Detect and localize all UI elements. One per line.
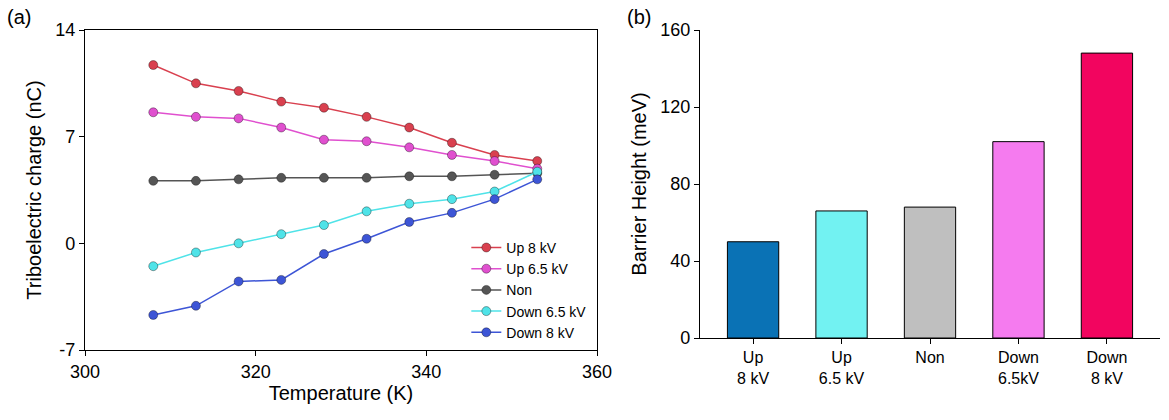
svg-text:80: 80 bbox=[670, 174, 690, 194]
svg-text:40: 40 bbox=[670, 251, 690, 271]
svg-text:120: 120 bbox=[660, 97, 690, 117]
svg-text:Temperature (K): Temperature (K) bbox=[269, 382, 414, 404]
svg-text:7: 7 bbox=[65, 127, 75, 147]
svg-text:0: 0 bbox=[65, 234, 75, 254]
svg-text:300: 300 bbox=[70, 362, 100, 382]
svg-text:Non: Non bbox=[506, 282, 532, 298]
svg-text:Down8 kV: Down8 kV bbox=[1086, 349, 1127, 387]
svg-text:Up 6.5 kV: Up 6.5 kV bbox=[506, 261, 568, 277]
svg-text:320: 320 bbox=[241, 362, 271, 382]
svg-text:(a): (a) bbox=[7, 6, 31, 28]
svg-text:Down 6.5 kV: Down 6.5 kV bbox=[506, 304, 586, 320]
svg-text:0: 0 bbox=[680, 328, 690, 348]
svg-text:(b): (b) bbox=[627, 6, 651, 28]
svg-text:340: 340 bbox=[411, 362, 441, 382]
svg-text:Up 8 kV: Up 8 kV bbox=[506, 240, 556, 256]
svg-text:160: 160 bbox=[660, 20, 690, 40]
svg-text:-7: -7 bbox=[59, 340, 75, 360]
svg-text:360: 360 bbox=[582, 362, 612, 382]
svg-text:Down6.5kV: Down6.5kV bbox=[998, 349, 1039, 387]
svg-text:Down 8 kV: Down 8 kV bbox=[506, 325, 574, 341]
svg-text:Barrier Height (meV): Barrier Height (meV) bbox=[628, 92, 650, 275]
svg-text:Up6.5 kV: Up6.5 kV bbox=[819, 349, 865, 387]
svg-text:Non: Non bbox=[915, 349, 944, 366]
svg-text:Up8 kV: Up8 kV bbox=[737, 349, 769, 387]
svg-text:Triboelectric charge (nC): Triboelectric charge (nC) bbox=[23, 80, 45, 299]
svg-text:14: 14 bbox=[55, 20, 75, 40]
